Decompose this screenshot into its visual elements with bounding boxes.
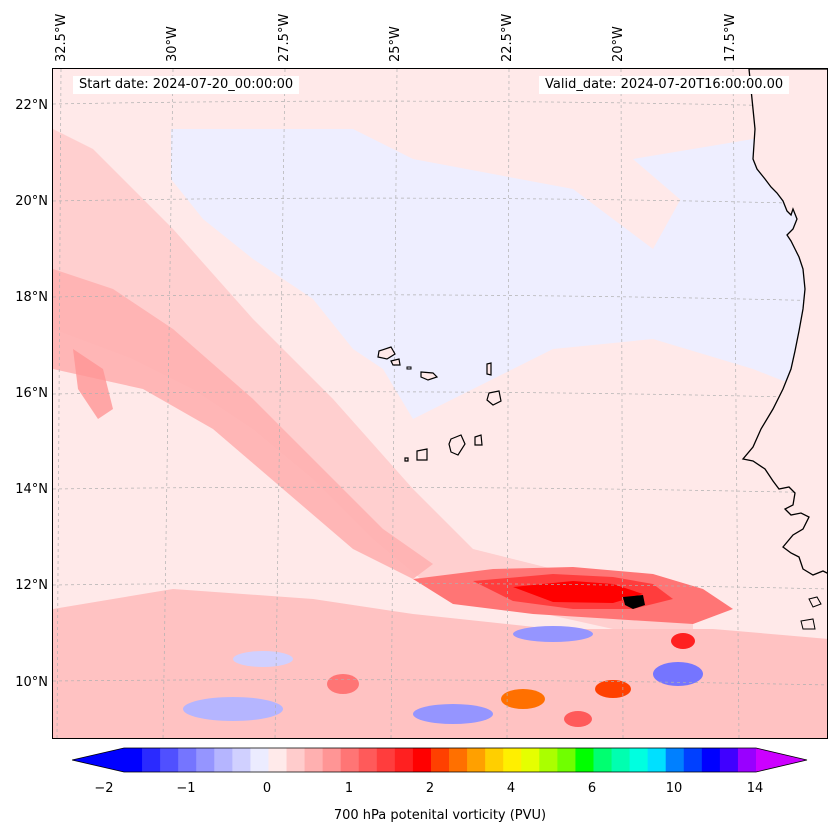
- colorbar-swatch: [322, 748, 342, 772]
- colorbar-swatch: [737, 748, 757, 772]
- latitude-label: 20°N: [15, 194, 48, 209]
- colorbar-swatch: [467, 748, 486, 772]
- colorbar-under-arrow: [72, 748, 124, 772]
- start-date-text: Start date: 2024-07-20_00:00:00: [79, 77, 294, 92]
- colorbar-swatch: [412, 748, 432, 772]
- colorbar-swatch: [304, 748, 324, 772]
- colorbar-swatch: [340, 748, 360, 772]
- valid-date-text: Valid_date: 2024-07-20T16:00:00.00: [545, 77, 784, 92]
- colorbar-swatch: [701, 748, 721, 772]
- latitude-label: 12°N: [15, 578, 48, 593]
- vorticity-maximum: [73, 349, 113, 419]
- colorbar-swatch: [539, 748, 558, 772]
- colorbar-swatch: [593, 748, 613, 772]
- latitude-label: 18°N: [15, 290, 48, 305]
- negative-vorticity-patch: [413, 704, 493, 724]
- colorbar-swatch: [611, 748, 631, 772]
- colorbar-tick-label: 4: [506, 781, 516, 796]
- colorbar-swatch: [394, 748, 414, 772]
- colorbar-swatch: [683, 748, 703, 772]
- colorbar-swatch: [719, 748, 739, 772]
- colorbar-outline: [72, 747, 808, 773]
- start-date-box: Start date: 2024-07-20_00:00:00: [73, 76, 300, 94]
- colorbar-swatch: [142, 748, 161, 772]
- positive-vorticity-patch: [501, 689, 545, 709]
- negative-vorticity-patch: [513, 626, 593, 642]
- colorbar-swatch: [449, 748, 468, 772]
- colorbar: [72, 747, 808, 773]
- colorbar-tick-label: 6: [587, 781, 597, 796]
- colorbar-over-arrow: [756, 748, 807, 772]
- colorbar-swatch: [232, 748, 251, 772]
- positive-vorticity-patch: [595, 680, 631, 698]
- colorbar-tick-label: 10: [665, 781, 683, 796]
- colorbar-tick-label: −1: [176, 781, 196, 796]
- longitude-label: 20°W: [611, 26, 626, 62]
- colorbar-swatch: [268, 748, 288, 772]
- colorbar-tick-label: 2: [425, 781, 435, 796]
- colorbar-tick-label: 0: [262, 781, 272, 796]
- bijagos-islands: [800, 596, 822, 630]
- mainland-island: [406, 366, 412, 370]
- colorbar-tick-label: 1: [344, 781, 354, 796]
- colorbar-swatch: [521, 748, 540, 772]
- colorbar-swatch: [250, 748, 269, 772]
- latitude-label: 22°N: [15, 98, 48, 113]
- latitude-label: 10°N: [15, 675, 48, 690]
- longitude-label: 30°W: [165, 26, 180, 62]
- valid-date-box: Valid_date: 2024-07-20T16:00:00.00: [539, 76, 790, 94]
- colorbar-swatch: [557, 748, 576, 772]
- negative-vorticity-patch: [233, 651, 293, 667]
- colorbar-swatch: [503, 748, 522, 772]
- colorbar-swatch: [196, 748, 215, 772]
- longitude-label: 22.5°W: [500, 13, 515, 62]
- longitude-label: 32.5°W: [54, 13, 69, 62]
- vorticity-map: [53, 69, 827, 738]
- longitude-label: 17.5°W: [723, 13, 738, 62]
- positive-vorticity-patch: [564, 711, 592, 727]
- colorbar-swatch: [358, 748, 378, 772]
- negative-vorticity-patch: [653, 662, 703, 686]
- longitude-label: 27.5°W: [277, 13, 292, 62]
- colorbar-swatch: [647, 748, 667, 772]
- african-coastline: [741, 69, 827, 576]
- colorbar-swatch: [575, 748, 594, 772]
- positive-vorticity-patch: [671, 633, 695, 649]
- vorticity-band: [53, 269, 433, 579]
- colorbar-swatch: [214, 748, 233, 772]
- gridlines: [53, 69, 827, 738]
- colorbar-swatch: [629, 748, 649, 772]
- colorbar-tick-label: −2: [94, 781, 114, 796]
- longitude-label: 25°W: [388, 26, 403, 62]
- map-panel: [52, 68, 828, 739]
- vorticity-maximum: [513, 581, 643, 603]
- negative-vorticity-patch: [183, 697, 283, 721]
- gambia-river: [623, 595, 645, 609]
- latitude-label: 16°N: [15, 386, 48, 401]
- colorbar-swatch: [160, 748, 179, 772]
- colorbar-label: 700 hPa potenital vorticity (PVU): [333, 808, 547, 823]
- colorbar-swatch: [430, 748, 450, 772]
- positive-vorticity-patch: [327, 674, 359, 694]
- colorbar-swatch: [124, 748, 143, 772]
- colorbar-tick-label: 14: [746, 781, 764, 796]
- colorbar-swatch: [376, 748, 396, 772]
- colorbar-swatch: [178, 748, 197, 772]
- low-vorticity-region: [171, 129, 827, 419]
- cape-verde-islands: [377, 346, 502, 462]
- colorbar-swatch: [665, 748, 685, 772]
- latitude-label: 14°N: [15, 482, 48, 497]
- colorbar-swatch: [286, 748, 306, 772]
- colorbar-swatch: [485, 748, 504, 772]
